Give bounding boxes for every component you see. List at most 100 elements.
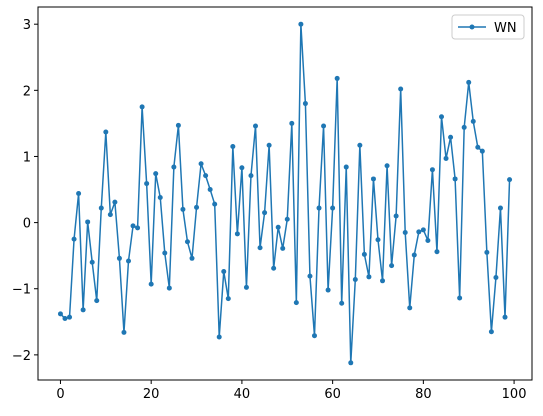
point: [439, 114, 445, 120]
point: [62, 315, 68, 321]
point: [76, 191, 82, 196]
point: [275, 224, 281, 230]
point: [402, 230, 408, 236]
point: [384, 163, 390, 169]
point: [339, 300, 345, 306]
point: [103, 129, 109, 135]
point: [135, 225, 141, 231]
point: [230, 144, 236, 150]
x-tick-label: 0: [56, 387, 64, 402]
point: [416, 229, 422, 235]
point: [316, 205, 322, 211]
point: [343, 164, 349, 170]
point: [380, 278, 386, 284]
point: [125, 258, 131, 264]
point: [330, 205, 336, 211]
point: [248, 173, 254, 179]
point: [461, 124, 467, 130]
x-tick-label: 40: [234, 387, 251, 402]
point: [375, 237, 381, 243]
point: [357, 142, 363, 148]
point: [448, 134, 454, 140]
point: [107, 212, 113, 218]
plot-frame: [37, 6, 533, 381]
point: [71, 236, 77, 242]
point: [307, 273, 313, 279]
point: [257, 245, 263, 251]
point: [407, 305, 413, 311]
point: [284, 216, 290, 222]
point: [348, 360, 354, 366]
x-tick-label: 80: [415, 387, 432, 402]
point: [194, 204, 200, 210]
point: [112, 199, 118, 205]
point: [370, 176, 376, 182]
point: [157, 194, 163, 200]
point: [393, 213, 399, 219]
point: [443, 155, 449, 161]
legend-label: WN: [494, 21, 517, 36]
point: [239, 165, 245, 171]
point: [352, 276, 358, 282]
legend-box: [451, 14, 525, 40]
point: [425, 237, 431, 243]
y-tick-label: 2: [23, 84, 31, 99]
point: [57, 311, 63, 317]
x-tick-label: 60: [324, 387, 341, 402]
point: [493, 274, 499, 280]
point: [130, 223, 136, 229]
point: [153, 171, 159, 177]
point: [411, 252, 417, 258]
point: [67, 314, 73, 320]
point: [162, 250, 168, 256]
y-tick-label: 0: [23, 217, 31, 232]
point: [298, 21, 304, 27]
point: [139, 104, 145, 110]
point: [116, 255, 122, 261]
point: [80, 307, 86, 313]
point: [280, 245, 286, 251]
point: [166, 285, 172, 291]
y-tick-label: 1: [23, 150, 31, 165]
point: [98, 205, 104, 211]
point: [457, 295, 463, 301]
point: [243, 284, 249, 290]
y-tick-label: 3: [23, 18, 31, 33]
point: [429, 167, 435, 173]
point: [189, 255, 195, 261]
point: [253, 123, 259, 129]
point: [488, 329, 494, 335]
point: [361, 251, 367, 257]
y-tick-label: −1: [12, 283, 31, 298]
point: [234, 231, 240, 237]
point: [470, 118, 476, 124]
point: [225, 296, 231, 302]
point: [366, 274, 372, 280]
x-tick-label: 100: [502, 387, 527, 402]
point: [389, 263, 395, 269]
point: [266, 142, 272, 148]
point: [175, 122, 181, 128]
point: [420, 227, 426, 233]
point: [321, 123, 327, 129]
point: [466, 79, 472, 85]
point: [325, 287, 331, 293]
point: [221, 269, 227, 275]
point: [121, 329, 127, 335]
point: [271, 265, 277, 271]
point: [484, 249, 490, 255]
point: [502, 314, 508, 320]
point: [334, 75, 340, 81]
point: [207, 187, 213, 193]
point: [144, 181, 150, 187]
point: [475, 144, 481, 150]
point: [203, 173, 209, 179]
point: [89, 259, 95, 265]
point: [216, 334, 222, 340]
point: [497, 205, 503, 211]
y-tick-label: −2: [12, 349, 31, 364]
point: [311, 333, 317, 339]
point: [148, 281, 154, 287]
point: [479, 148, 485, 154]
